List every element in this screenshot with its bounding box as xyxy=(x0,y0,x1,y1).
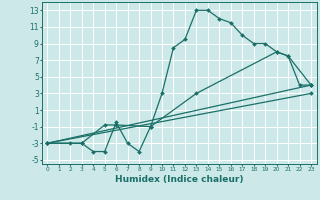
X-axis label: Humidex (Indice chaleur): Humidex (Indice chaleur) xyxy=(115,175,244,184)
